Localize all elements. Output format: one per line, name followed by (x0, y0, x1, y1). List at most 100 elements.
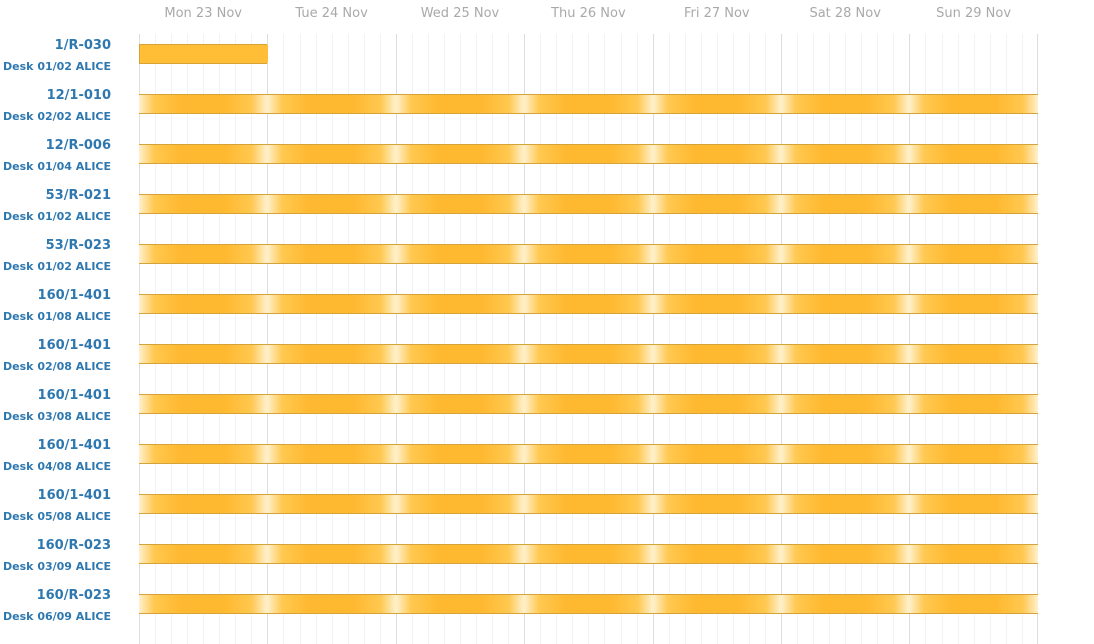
day-header: Sun 29 Nov (936, 6, 1012, 21)
hour-gridline (829, 34, 831, 644)
booking-day-segment (139, 295, 268, 313)
booking-bar[interactable] (139, 444, 1038, 464)
resource-name: 53/R-021 (45, 188, 111, 203)
booking-bar[interactable] (139, 594, 1038, 614)
booking-day-segment (139, 245, 268, 263)
resource-row[interactable]: 12/R-006 Desk 01/04 ALICE (0, 134, 139, 184)
resource-row[interactable]: 160/1-401 Desk 04/08 ALICE (0, 434, 139, 484)
hour-gridline (492, 34, 494, 644)
hour-gridline (443, 34, 445, 644)
hour-gridline (540, 34, 542, 644)
booking-day-segment (781, 195, 910, 213)
hour-gridline (315, 34, 317, 644)
resource-row[interactable]: 53/R-023 Desk 01/02 ALICE (0, 234, 139, 284)
resource-row[interactable]: 160/1-401 Desk 01/08 ALICE (0, 284, 139, 334)
resource-desk: Desk 05/08 ALICE (3, 510, 111, 523)
booking-day-segment (395, 495, 525, 513)
booking-day-segment (395, 295, 525, 313)
day-divider (909, 34, 911, 644)
hour-gridline (941, 34, 943, 644)
resource-row[interactable]: 160/1-401 Desk 02/08 ALICE (0, 334, 139, 384)
booking-day-segment (652, 95, 781, 113)
resource-row[interactable]: 160/R-023 Desk 03/09 ALICE (0, 534, 139, 584)
resource-desk: Desk 01/08 ALICE (3, 310, 111, 323)
booking-day-segment (395, 545, 525, 563)
booking-bar[interactable] (139, 94, 1038, 114)
booking-day-segment (139, 595, 268, 613)
hour-gridline (877, 34, 879, 644)
booking-day-segment (909, 445, 1038, 463)
hour-gridline (171, 34, 173, 644)
hour-gridline (989, 34, 991, 644)
resource-desk: Desk 01/02 ALICE (3, 60, 111, 73)
hour-gridline (235, 34, 237, 644)
timeline-grid (139, 34, 1038, 644)
booking-day-segment (781, 445, 910, 463)
resource-name: 160/1-401 (37, 388, 111, 403)
booking-bar[interactable] (139, 144, 1038, 164)
hour-gridline (732, 34, 734, 644)
booking-day-segment (909, 195, 1038, 213)
booking-day-segment (395, 345, 525, 363)
resource-desk: Desk 01/02 ALICE (3, 210, 111, 223)
booking-bar[interactable] (139, 394, 1038, 414)
hour-gridline (668, 34, 670, 644)
resource-row[interactable]: 1/R-030 Desk 01/02 ALICE (0, 34, 139, 84)
booking-day-segment (267, 195, 396, 213)
resource-row[interactable]: 12/1-010 Desk 02/02 ALICE (0, 84, 139, 134)
resource-row[interactable]: 160/1-401 Desk 03/08 ALICE (0, 384, 139, 434)
booking-bar[interactable] (139, 344, 1038, 364)
booking-day-segment (395, 245, 525, 263)
day-divider (139, 34, 140, 644)
hour-gridline (588, 34, 590, 644)
resource-name: 160/R-023 (36, 588, 111, 603)
day-header: Fri 27 Nov (683, 6, 750, 21)
booking-day-segment (524, 195, 653, 213)
hour-gridline (203, 34, 205, 644)
booking-day-segment (781, 95, 910, 113)
booking-day-segment (139, 495, 268, 513)
resource-name: 160/R-023 (36, 538, 111, 553)
booking-day-segment (139, 545, 268, 563)
booking-bar[interactable] (139, 44, 269, 64)
booking-bar[interactable] (139, 194, 1038, 214)
booking-bar[interactable] (139, 244, 1038, 264)
booking-day-segment (524, 295, 653, 313)
booking-day-segment (652, 395, 781, 413)
booking-day-segment (781, 295, 910, 313)
day-divider (524, 34, 526, 644)
booking-day-segment (781, 145, 910, 163)
booking-bar[interactable] (139, 494, 1038, 514)
day-divider (781, 34, 782, 644)
hour-gridline (797, 34, 799, 644)
booking-day-segment (781, 495, 910, 513)
resource-name: 160/1-401 (37, 338, 111, 353)
booking-bar[interactable] (139, 294, 1038, 314)
hour-gridline (251, 34, 253, 644)
hour-gridline (716, 34, 718, 644)
resource-row[interactable]: 160/R-023 Desk 06/09 ALICE (0, 584, 139, 634)
booking-day-segment (267, 495, 396, 513)
day-header: Tue 24 Nov (295, 6, 368, 21)
hour-gridline (748, 34, 750, 644)
booking-day-segment (524, 345, 653, 363)
hour-gridline (764, 34, 766, 644)
booking-day-segment (524, 545, 653, 563)
resource-row[interactable]: 160/1-401 Desk 05/08 ALICE (0, 484, 139, 534)
booking-day-segment (781, 395, 910, 413)
hour-gridline (556, 34, 558, 644)
hour-gridline (1021, 34, 1023, 644)
hour-gridline (363, 34, 365, 644)
booking-day-segment (652, 545, 781, 563)
booking-bar[interactable] (139, 544, 1038, 564)
booking-day-segment (652, 245, 781, 263)
booking-day-segment (781, 245, 910, 263)
resource-row[interactable]: 53/R-021 Desk 01/02 ALICE (0, 184, 139, 234)
booking-day-segment (909, 395, 1038, 413)
booking-day-segment (524, 145, 653, 163)
booking-day-segment (909, 545, 1038, 563)
booking-day-segment (267, 145, 396, 163)
booking-day-segment (395, 95, 525, 113)
resource-desk: Desk 02/02 ALICE (3, 110, 111, 123)
